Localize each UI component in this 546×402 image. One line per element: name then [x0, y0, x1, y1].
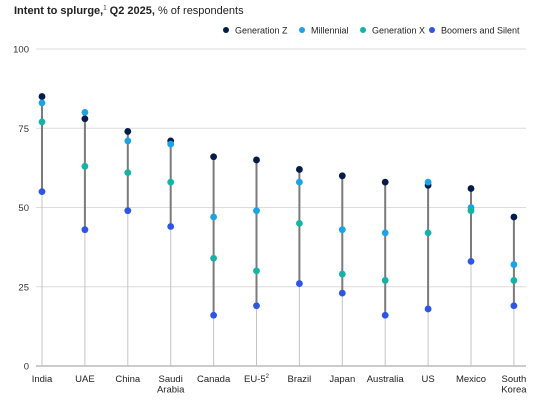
x-tick-label-0: India	[32, 374, 53, 385]
dot-series1-3	[167, 140, 175, 148]
dot-series1-7	[338, 226, 346, 234]
x-tick-label-11: South Korea	[501, 374, 527, 396]
dot-series2-5	[253, 267, 260, 275]
dot-series3-11	[510, 302, 518, 310]
dot-series0-5	[253, 156, 260, 164]
dot-series3-10	[467, 257, 475, 265]
legend-label-0: Generation Z	[235, 26, 288, 36]
x-tick-label-3: Saudi Arabia	[157, 374, 185, 396]
dot-series2-3	[167, 178, 175, 186]
dot-series3-4	[210, 311, 218, 319]
dot-series1-9	[424, 178, 432, 186]
legend-marker-3	[429, 27, 435, 33]
dot-series3-6	[296, 280, 303, 287]
legend-label-2: Generation X	[372, 26, 425, 36]
legend-label-1: Millennial	[311, 26, 349, 36]
x-tick-label-8: Australia	[367, 374, 405, 385]
legend-marker-0	[223, 27, 229, 33]
chart-title-footnote: 1	[103, 5, 107, 12]
x-tick-label-10: Mexico	[456, 374, 486, 385]
dot-series0-11	[510, 213, 518, 221]
x-tick-label-4: Canada	[197, 374, 231, 385]
dot-series2-2	[124, 169, 132, 177]
dot-series2-9	[424, 229, 432, 237]
dot-series1-6	[296, 178, 303, 186]
dot-series1-11	[510, 261, 518, 268]
dot-series2-8	[381, 277, 389, 284]
dot-series3-3	[167, 223, 175, 230]
dot-series2-10	[467, 207, 475, 215]
x-tick-label-2: China	[115, 374, 141, 385]
dot-series1-2	[124, 137, 132, 145]
dot-series3-1	[81, 226, 89, 234]
y-tick-label-50: 50	[18, 203, 29, 214]
x-tick-label-5: EU-52	[244, 374, 270, 385]
y-tick-label-75: 75	[18, 124, 29, 135]
dot-series3-9	[424, 305, 432, 313]
dot-series0-8	[381, 178, 389, 186]
dot-series0-1	[81, 115, 89, 123]
dot-series0-6	[296, 166, 303, 173]
dot-series3-7	[338, 289, 346, 297]
dot-series3-5	[253, 302, 260, 310]
chart-title: Intent to splurge,1 Q2 2025, % of respon…	[14, 5, 244, 17]
dot-series0-10	[467, 185, 475, 192]
legend-marker-1	[299, 27, 305, 33]
x-tick-label-7: Japan	[329, 374, 355, 385]
dot-series1-1	[81, 109, 89, 116]
dot-series0-4	[210, 153, 218, 161]
dot-series3-0	[38, 188, 46, 196]
dot-series0-0	[38, 93, 46, 100]
y-tick-label-0: 0	[24, 362, 29, 373]
dot-series2-4	[210, 254, 218, 262]
dot-series1-8	[381, 229, 389, 237]
dot-series0-2	[124, 128, 132, 135]
chart-title-main: Intent to splurge,	[14, 5, 104, 17]
y-tick-label-100: 100	[13, 45, 29, 56]
y-tick-label-25: 25	[18, 282, 29, 293]
chart-subtitle: % of respondents	[154, 5, 244, 17]
dot-series3-2	[124, 207, 132, 215]
x-tick-label-9: US	[421, 374, 434, 385]
dot-series1-5	[253, 207, 260, 215]
dot-series2-0	[38, 118, 46, 126]
dot-series2-11	[510, 277, 518, 284]
dot-series2-6	[296, 219, 303, 227]
dot-series0-7	[338, 172, 346, 180]
dot-series2-7	[338, 270, 346, 278]
legend-label-3: Boomers and Silent	[441, 26, 520, 36]
x-tick-label-6: Brazil	[288, 374, 312, 385]
dot-series1-0	[38, 99, 46, 107]
chart-title-period: Q2 2025,	[106, 5, 155, 17]
x-tick-label-1: UAE	[75, 374, 95, 385]
dot-series1-4	[210, 213, 218, 221]
legend-marker-2	[360, 27, 366, 33]
dot-series2-1	[81, 162, 89, 170]
dot-series3-8	[381, 311, 389, 319]
